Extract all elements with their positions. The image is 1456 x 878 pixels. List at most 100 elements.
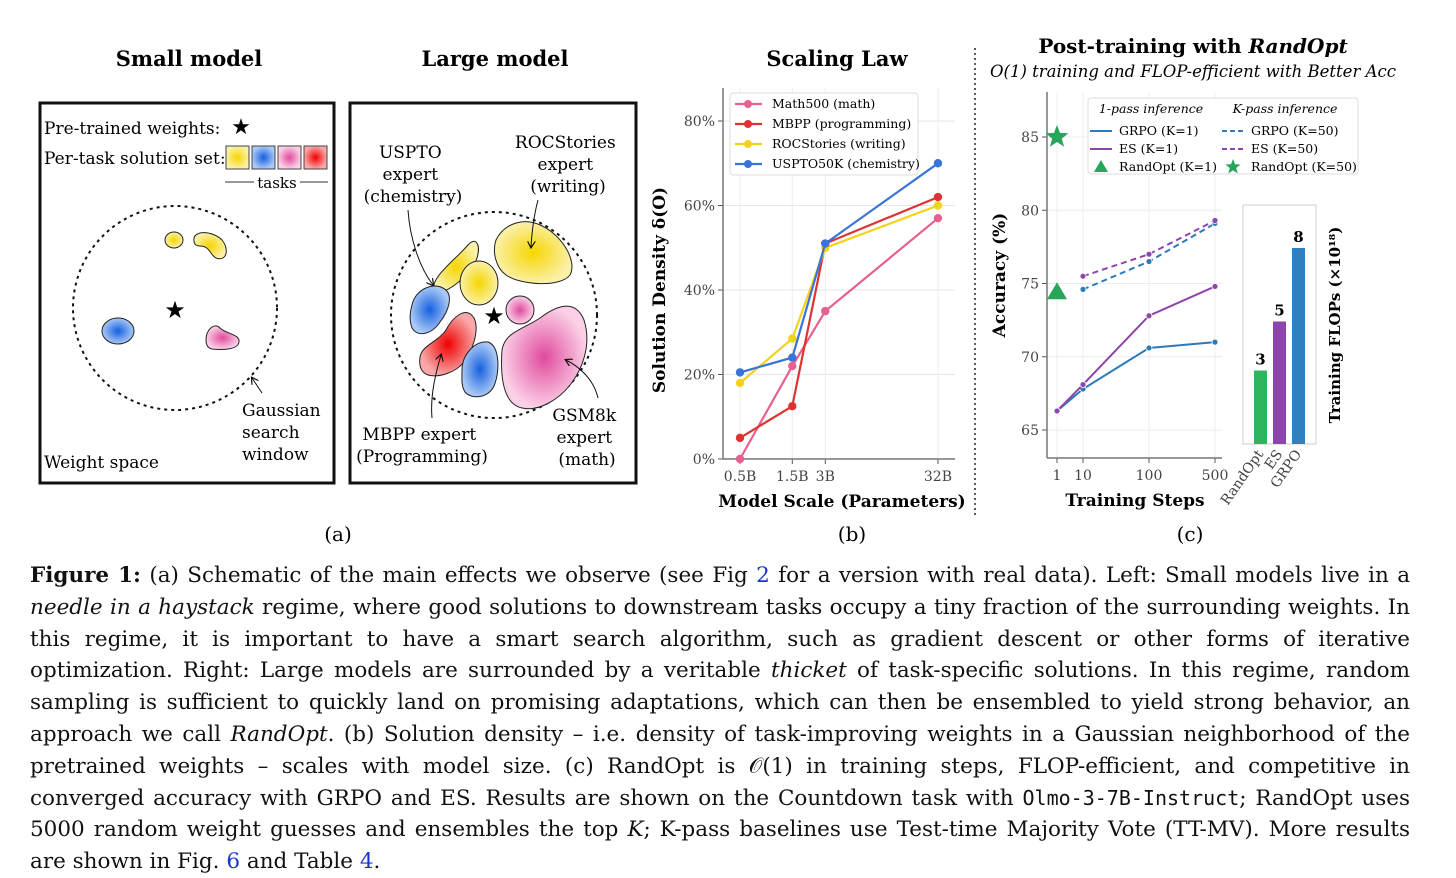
data-point: [821, 239, 830, 248]
y-tick-label: 80%: [684, 114, 715, 130]
panel-a: Small model Large model Pre-trained weig…: [38, 46, 638, 546]
gsm8k-label: GSM8k expert (math): [552, 406, 621, 470]
pretrained-star-icon: ★: [483, 302, 505, 330]
caption-label: Figure 1:: [30, 563, 141, 588]
figure: Small model Large model Pre-trained weig…: [38, 34, 1396, 546]
legend-box: [1087, 97, 1359, 175]
data-point: [788, 361, 797, 371]
legend-marker: [744, 100, 752, 108]
y-axis-label: Solution Density δ(O): [650, 187, 670, 393]
solution-blob-yellow: [193, 232, 227, 260]
mbpp-label: MBPP expert (Programming): [356, 425, 488, 467]
series-line: [739, 162, 939, 374]
bar-randopt: [1254, 370, 1267, 444]
legend-label: ES (K=50): [1251, 141, 1318, 156]
pretrained-star-icon: ★: [164, 296, 186, 324]
caption-text: ; K-pass baselines use Test-time Majorit…: [30, 817, 1410, 875]
data-point: [1211, 217, 1219, 224]
legend-label: ROCStories (writing): [772, 136, 906, 151]
x-tick-label: 1: [1053, 468, 1062, 484]
data-point: [735, 378, 745, 388]
legend-header: 1-pass inference: [1099, 101, 1203, 116]
chart-title: Post-training with RandOpt: [1038, 34, 1348, 58]
data-point: [933, 201, 943, 210]
series-line: [739, 217, 939, 460]
figure-ref-link[interactable]: 2: [756, 563, 770, 588]
swatch-red: [303, 145, 328, 170]
figure-caption: Figure 1: (a) Schematic of the main effe…: [30, 560, 1410, 878]
solution-blob-yellow: [459, 260, 499, 306]
swatch-yellow: [225, 145, 250, 170]
chart-title: Scaling Law: [766, 46, 908, 71]
table-ref-link[interactable]: 4: [359, 849, 374, 875]
x-tick-label: 100: [1136, 468, 1163, 484]
gaussian-window: [390, 211, 598, 419]
y-tick-label: 80: [1021, 203, 1039, 219]
legend-label: Math500 (math): [772, 96, 875, 111]
legend-box: [729, 92, 919, 176]
data-point: [1145, 250, 1153, 258]
y-tick-label: 60%: [684, 199, 715, 215]
caption-italic: thicket: [771, 658, 847, 684]
gaussian-arrow: [252, 378, 263, 394]
data-point: [1211, 283, 1219, 290]
caption-text: ; RandOpt uses 5000 random weight guesse…: [30, 785, 1410, 843]
legend-label: GRPO (K=50): [1251, 123, 1339, 138]
rocstories-arrow: [531, 199, 539, 247]
swatch-pink: [277, 145, 302, 170]
bar-value-label: 5: [1274, 302, 1284, 320]
x-tick-label: 0.5B: [724, 469, 757, 485]
subfigure-label-b: (b): [838, 522, 866, 546]
mbpp-arrow: [431, 355, 441, 419]
legend-marker: [744, 160, 752, 168]
caption-italic: K: [627, 817, 644, 843]
solution-blob-yellow: [433, 240, 479, 293]
solution-blob-yellow: [493, 221, 573, 285]
data-point: [1145, 258, 1153, 265]
legend-label: USPTO50K (chemistry): [772, 156, 920, 171]
data-point: [788, 401, 797, 411]
legend-marker: [1225, 159, 1241, 174]
solution-blob-blue: [461, 341, 499, 398]
legend-marker: [1094, 160, 1108, 172]
x-tick-label: 3B: [816, 469, 835, 485]
small-model-box: [38, 101, 336, 485]
rocstories-label: ROCStories expert (writing): [515, 133, 621, 197]
y-tick-label: 75: [1021, 277, 1039, 293]
figure-ref-link[interactable]: 6: [226, 849, 241, 875]
solution-blob-blue: [101, 317, 135, 345]
randopt-k1-marker: [1047, 282, 1067, 300]
tasks-label: tasks: [257, 174, 296, 192]
large-model-title: Large model: [421, 46, 568, 71]
series-line: [1056, 285, 1216, 412]
bar-value-label: 3: [1255, 351, 1265, 369]
solution-set-label: Per-task solution set:: [44, 149, 226, 169]
y-tick-label: 40%: [684, 283, 715, 299]
randopt-k50-marker: [1045, 125, 1069, 147]
caption-text: .: [373, 849, 381, 875]
uspto-label: USPTO expert (chemistry): [364, 143, 463, 207]
legend-marker: [744, 120, 752, 128]
data-point: [735, 433, 745, 443]
data-point: [788, 334, 797, 343]
gaussian-label: Gaussian search window: [242, 401, 326, 465]
x-axis-label: Model Scale (Parameters): [718, 492, 965, 512]
x-tick-label: 1.5B: [776, 469, 809, 485]
data-point: [788, 353, 797, 362]
legend-label: RandOpt (K=1): [1119, 159, 1217, 174]
task-swatches: [225, 145, 328, 170]
caption-text: for a version with real data). Left: Sma…: [769, 563, 1411, 588]
pretrained-label: Pre-trained weights:: [44, 119, 220, 139]
data-point: [735, 454, 745, 464]
data-point: [1145, 312, 1153, 320]
legend-label: RandOpt (K=50): [1251, 159, 1357, 174]
legend-label: MBPP (programming): [772, 116, 911, 131]
y-tick-label: 85: [1021, 130, 1039, 146]
bar-y-axis-label: Training FLOPs (×10¹⁸): [1326, 227, 1344, 424]
subfigure-label-c: (c): [1177, 522, 1204, 546]
data-point: [933, 213, 943, 223]
series-line: [1082, 219, 1216, 278]
x-tick-label: 500: [1202, 468, 1229, 484]
x-tick-label: 32B: [924, 469, 952, 485]
legend-label: GRPO (K=1): [1119, 123, 1199, 138]
